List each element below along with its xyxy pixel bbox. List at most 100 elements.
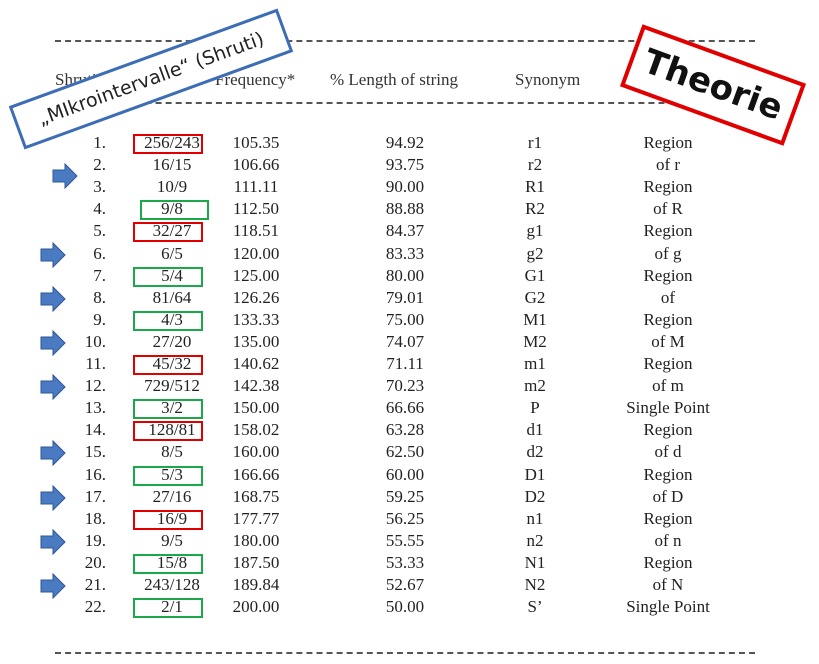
- cell-synonym: m2: [524, 376, 546, 396]
- cell-frequency: 135.00: [232, 331, 280, 351]
- arrow: [40, 440, 66, 467]
- cell-frequency: 150.00: [232, 398, 280, 418]
- cell-description: of R: [653, 199, 683, 219]
- cell-synonym: D1: [524, 464, 546, 484]
- cell-description: of d: [654, 442, 682, 462]
- cell-length: 50.00: [385, 597, 425, 617]
- cell-frequency: 133.33: [232, 309, 280, 329]
- highlight-box: [133, 509, 203, 530]
- cell-frequency: 158.02: [232, 420, 280, 440]
- separator: [55, 40, 755, 42]
- cell-description: of r: [655, 155, 681, 175]
- cell-frequency: 177.77: [232, 508, 280, 528]
- cell-frequency: 111.11: [233, 177, 279, 197]
- cell-ratio: 27/16: [152, 486, 192, 506]
- arrow-icon: [40, 329, 66, 357]
- cell-description: Region: [643, 133, 693, 152]
- cell-frequency: 142.38: [232, 376, 280, 396]
- cell-frequency: 126.26: [232, 287, 280, 307]
- arrow-icon: [40, 528, 66, 556]
- cell-description: Single Point: [626, 398, 710, 418]
- highlight-box: [133, 553, 203, 574]
- cell-description: of g: [654, 243, 682, 263]
- cell-length: 66.66: [385, 398, 425, 418]
- cell-description: of N: [652, 575, 684, 594]
- cell-no: 18.: [84, 508, 106, 528]
- cell-ratio: 128/81: [148, 420, 196, 440]
- cell-ratio: 81/64: [152, 287, 192, 307]
- cell-no: 11.: [85, 354, 106, 373]
- cell-frequency: 180.00: [232, 530, 280, 550]
- arrow-icon: [40, 440, 66, 467]
- highlight-box: [133, 222, 203, 243]
- arrow: [40, 484, 66, 511]
- cell-no: 2.: [93, 155, 106, 175]
- cell-no: 20.: [84, 552, 106, 572]
- cell-frequency: 200.00: [232, 597, 280, 617]
- cell-length: 52.67: [385, 575, 425, 594]
- cell-no: 15.: [84, 442, 106, 462]
- arrow-icon: [40, 373, 66, 401]
- cell-ratio: 9/5: [161, 530, 183, 550]
- cell-description: Region: [643, 265, 693, 285]
- cell-no: 21.: [84, 575, 106, 594]
- cell-length: 83.33: [385, 243, 425, 263]
- separator: [55, 652, 755, 654]
- cell-no: 8.: [93, 287, 106, 307]
- cell-length: 63.28: [385, 420, 425, 440]
- cell-length: 56.25: [385, 508, 425, 528]
- highlight-box: [133, 399, 203, 420]
- cell-no: 7.: [93, 265, 106, 285]
- cell-length: 79.01: [385, 287, 425, 307]
- cell-length: 80.00: [385, 265, 425, 285]
- cell-synonym: r1: [527, 133, 543, 152]
- cell-synonym: m1: [524, 354, 546, 373]
- cell-ratio: 5/4: [161, 265, 183, 285]
- cell-description: Region: [643, 354, 693, 373]
- arrow-icon: [40, 572, 66, 600]
- cell-synonym: G1: [524, 265, 546, 285]
- cell-length: 74.07: [385, 331, 425, 351]
- cell-no: 4.: [93, 199, 106, 219]
- highlight-box: [133, 266, 203, 287]
- cell-length: 71.11: [386, 354, 424, 373]
- cell-description: Region: [643, 420, 693, 440]
- cell-ratio: 256/243: [144, 133, 200, 152]
- cell-length: 60.00: [385, 464, 425, 484]
- highlight-box: [133, 355, 203, 375]
- cell-description: Region: [643, 309, 693, 329]
- cell-no: 5.: [93, 221, 106, 241]
- cell-description: Region: [643, 464, 693, 484]
- cell-ratio: 10/9: [156, 177, 188, 197]
- cell-synonym: N2: [524, 575, 546, 594]
- column-header: % Length of string: [330, 70, 458, 89]
- cell-description: Single Point: [626, 597, 710, 617]
- cell-frequency: 189.84: [232, 575, 280, 594]
- cell-ratio: 9/8: [161, 199, 183, 219]
- cell-ratio: 243/128: [144, 575, 200, 594]
- cell-no: 3.: [93, 177, 106, 197]
- column-header: Synonym: [515, 70, 581, 89]
- cell-description: of D: [652, 486, 684, 506]
- cell-description: of: [660, 287, 676, 307]
- cell-description: Region: [643, 221, 693, 241]
- cell-length: 75.00: [385, 309, 425, 329]
- arrow: [40, 329, 66, 357]
- cell-no: 16.: [84, 464, 106, 484]
- cell-length: 53.33: [385, 552, 425, 572]
- cell-frequency: 118.51: [232, 221, 280, 241]
- cell-ratio: 729/512: [144, 376, 200, 396]
- cell-ratio: 3/2: [161, 398, 183, 418]
- cell-no: 13.: [84, 398, 106, 418]
- cell-no: 10.: [84, 331, 106, 351]
- cell-synonym: S’: [527, 597, 543, 617]
- cell-description: of m: [652, 376, 684, 396]
- cell-frequency: 140.62: [232, 354, 280, 373]
- arrow: [40, 285, 66, 312]
- annotation-box: Theorie: [619, 24, 807, 146]
- cell-no: 1.: [93, 133, 106, 152]
- cell-synonym: n2: [526, 530, 544, 550]
- cell-synonym: R2: [525, 199, 545, 219]
- cell-description: of M: [651, 331, 685, 351]
- cell-synonym: d1: [526, 420, 544, 440]
